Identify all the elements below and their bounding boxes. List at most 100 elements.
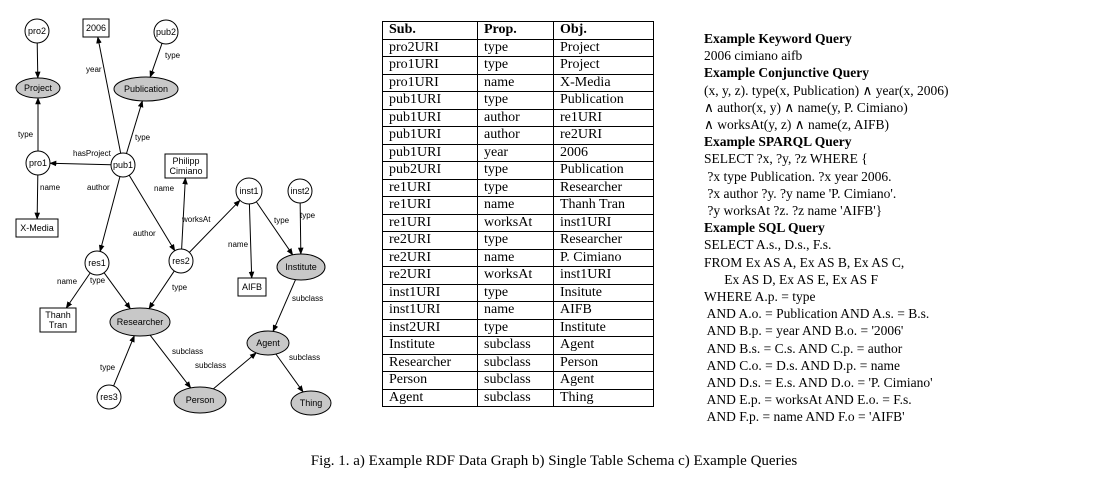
edge-res2-inst1: [189, 199, 241, 253]
node-shape: [25, 150, 51, 176]
table-cell: Thing: [553, 388, 654, 407]
query-line: ∧ author(x, y) ∧ name(y, P. Cimiano): [704, 99, 908, 115]
table-cell: inst1URI: [553, 213, 654, 232]
edge-label: year: [86, 65, 102, 74]
query-line: 2006 cimiano aifb: [704, 48, 803, 64]
table-row: pro1URI type Project: [382, 56, 654, 75]
edge-inst1-aifb: [248, 203, 255, 279]
node-shape: [109, 307, 171, 337]
table-cell: Insitute: [553, 283, 654, 302]
table-cell: re2URI: [382, 231, 478, 250]
node-label: pub1: [113, 160, 133, 170]
table-row: re2URI name P. Cimiano: [382, 248, 654, 267]
table-cell: Project: [553, 56, 654, 75]
table-cell: Agent: [553, 336, 654, 355]
table-cell: Agent: [382, 388, 478, 407]
edge-res1-thanh: [65, 272, 91, 309]
edge-label: subclass: [195, 361, 226, 370]
node-shape: [287, 178, 313, 204]
query-heading: Example SPARQL Query: [704, 134, 852, 150]
query-line: AND F.p. = name AND F.o = 'AIFB': [704, 409, 905, 425]
table-cell: type: [477, 56, 554, 75]
table-cell: re1URI: [382, 196, 478, 215]
table-cell: type: [477, 91, 554, 110]
edge-label: subclass: [172, 347, 203, 356]
edge-pub2-publication: [149, 43, 163, 78]
edge-pub1-publication: [125, 100, 144, 154]
node-thing: Thing: [290, 390, 332, 416]
table-row: Agent subclass Thing: [382, 388, 654, 407]
table-cell: year: [477, 143, 554, 162]
node-label: X-Media: [20, 223, 54, 233]
node-label: pro1: [29, 158, 47, 168]
table-row: pub2URI type Publication: [382, 161, 654, 180]
edge-label: author: [87, 183, 110, 192]
node-label: res3: [100, 392, 118, 402]
edge-label: name: [40, 183, 61, 192]
table-cell: Person: [553, 353, 654, 372]
table-cell: re1URI: [553, 108, 654, 127]
node-pro2: pro2: [24, 18, 50, 44]
table-cell: name: [477, 196, 554, 215]
column-header-object: Obj.: [553, 21, 654, 40]
table-row: pub1URI year 2006: [382, 143, 654, 162]
edge-label: subclass: [289, 353, 320, 362]
edge-inst1-institute: [255, 201, 294, 256]
edge-pro1-xmedia: [34, 174, 41, 220]
node-label: Thanh: [45, 310, 71, 320]
node-res2: res2: [168, 248, 194, 274]
node-shape: [15, 218, 59, 238]
table-cell: re2URI: [382, 266, 478, 285]
node-shape: [96, 384, 122, 410]
table-cell: Publication: [553, 161, 654, 180]
edge-label: hasProject: [73, 149, 112, 158]
table-cell: subclass: [477, 353, 554, 372]
query-line: ∧ worksAt(y, z) ∧ name(z, AIFB): [704, 117, 889, 133]
query-heading: Example SQL Query: [704, 220, 825, 236]
edge-label: type: [300, 211, 316, 220]
table-cell: 2006: [553, 143, 654, 162]
table-cell: name: [477, 248, 554, 267]
table-row: re1URI name Thanh Tran: [382, 196, 654, 215]
table-cell: type: [477, 178, 554, 197]
query-line: AND B.s. = C.s. AND C.p. = author: [704, 340, 903, 356]
table-cell: re1URI: [382, 213, 478, 232]
node-institute: Institute: [276, 253, 326, 281]
node-shape: [82, 18, 110, 38]
table-row: re2URI worksAt inst1URI: [382, 266, 654, 285]
query-line: (x, y, z). type(x, Publication) ∧ year(x…: [704, 82, 949, 98]
table-row: pub1URI author re2URI: [382, 126, 654, 145]
node-label: Thing: [300, 398, 323, 408]
node-shape: [235, 177, 263, 205]
column-header-property: Prop.: [477, 21, 554, 40]
table-row: re1URI worksAt inst1URI: [382, 213, 654, 232]
table-cell: Researcher: [553, 231, 654, 250]
node-pro1: pro1: [25, 150, 51, 176]
edge-res3-researcher: [113, 335, 135, 387]
node-person: Person: [173, 386, 227, 414]
table-cell: Agent: [553, 371, 654, 390]
table-cell: type: [477, 283, 554, 302]
table-cell: re2URI: [382, 248, 478, 267]
edge-label: type: [100, 363, 116, 372]
edge-pub1-res1: [98, 176, 121, 253]
query-heading: Example Conjunctive Query: [704, 65, 869, 81]
node-shape: [237, 277, 267, 297]
node-shape: [276, 253, 326, 281]
table-cell: Publication: [553, 91, 654, 110]
node-label: Tran: [49, 320, 67, 330]
figure-caption: Fig. 1. a) Example RDF Data Graph b) Sin…: [310, 453, 798, 469]
table-cell: pro2URI: [382, 38, 478, 57]
node-shape: [164, 153, 208, 179]
query-line: ?x author ?y. ?y name 'P. Cimiano'.: [704, 185, 897, 201]
node-y2006: 2006: [82, 18, 110, 38]
table-row: pub1URI type Publication: [382, 91, 654, 110]
node-inst2: inst2: [287, 178, 313, 204]
table-cell: author: [477, 126, 554, 145]
table-row: Person subclass Agent: [382, 371, 654, 390]
edge-label: name: [57, 277, 78, 286]
node-project: Project: [15, 77, 61, 99]
table-cell: pub1URI: [382, 126, 478, 145]
node-shape: [113, 76, 179, 102]
